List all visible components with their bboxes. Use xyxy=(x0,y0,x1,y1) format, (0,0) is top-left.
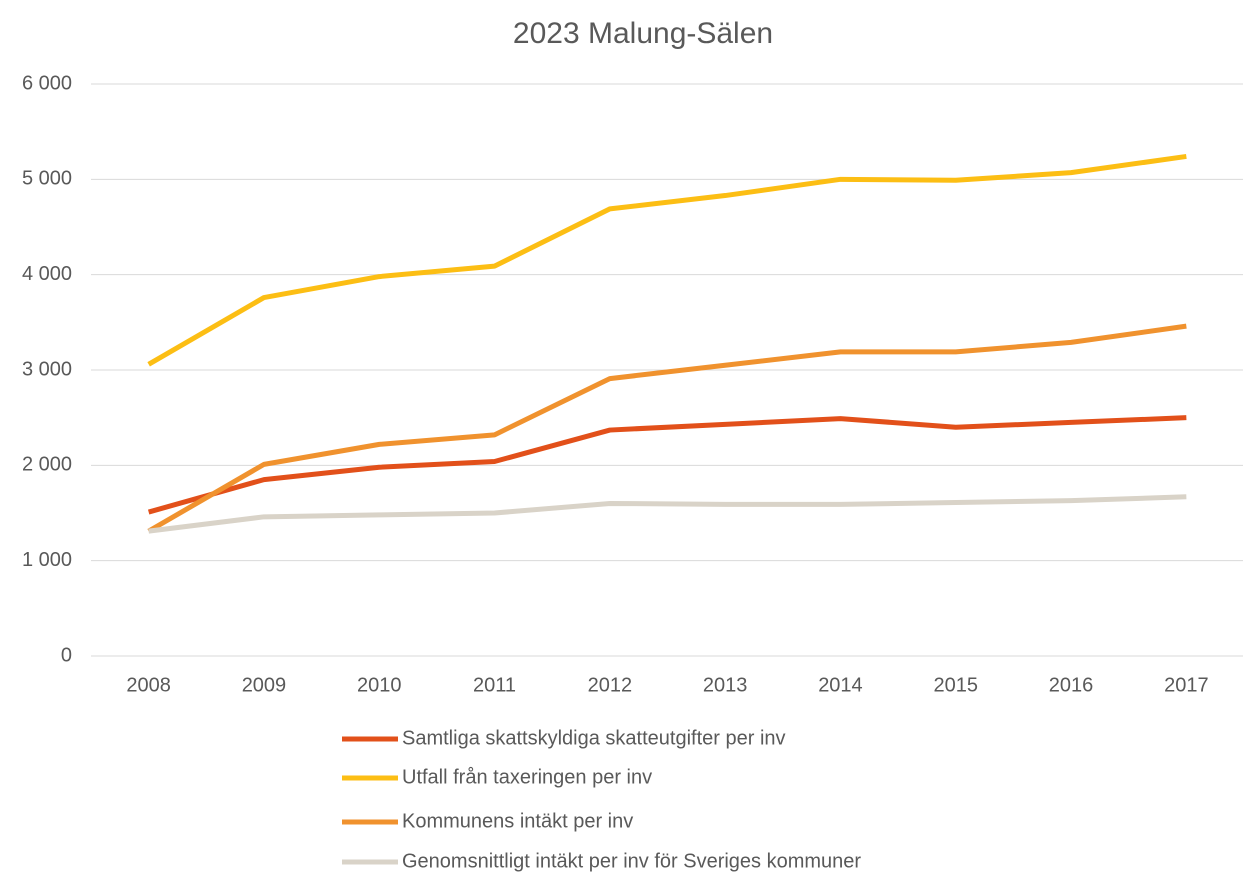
x-tick-label: 2008 xyxy=(126,674,171,696)
y-tick-label: 3 000 xyxy=(22,358,72,380)
y-tick-label: 4 000 xyxy=(22,263,72,285)
series-line xyxy=(148,494,1187,534)
y-tick-label: 2 000 xyxy=(22,454,72,476)
y-tick-label: 5 000 xyxy=(22,168,72,190)
x-tick-label: 2016 xyxy=(1049,674,1094,696)
x-tick-label: 2012 xyxy=(588,674,633,696)
legend-label: Kommunens intäkt per inv xyxy=(402,810,633,832)
legend-label: Genomsnittligt intäkt per inv för Sverig… xyxy=(402,850,861,872)
y-tick-label: 1 000 xyxy=(22,549,72,571)
x-tick-label: 2013 xyxy=(703,674,748,696)
y-tick-label: 6 000 xyxy=(22,72,72,94)
series-line xyxy=(147,153,1187,367)
x-tick-label: 2010 xyxy=(357,674,402,696)
y-tick-label: 0 xyxy=(61,644,72,666)
x-tick-label: 2009 xyxy=(242,674,287,696)
series-line xyxy=(147,415,1187,515)
legend-label: Utfall från taxeringen per inv xyxy=(402,766,652,788)
x-tick-label: 2015 xyxy=(934,674,979,696)
legend-label: Samtliga skattskyldiga skatteutgifter pe… xyxy=(402,727,786,749)
x-tick-label: 2011 xyxy=(473,674,516,696)
x-tick-label: 2014 xyxy=(818,674,863,696)
series-line xyxy=(147,323,1187,534)
chart-title: 2023 Malung-Sälen xyxy=(513,17,773,50)
x-tick-label: 2017 xyxy=(1164,674,1209,696)
